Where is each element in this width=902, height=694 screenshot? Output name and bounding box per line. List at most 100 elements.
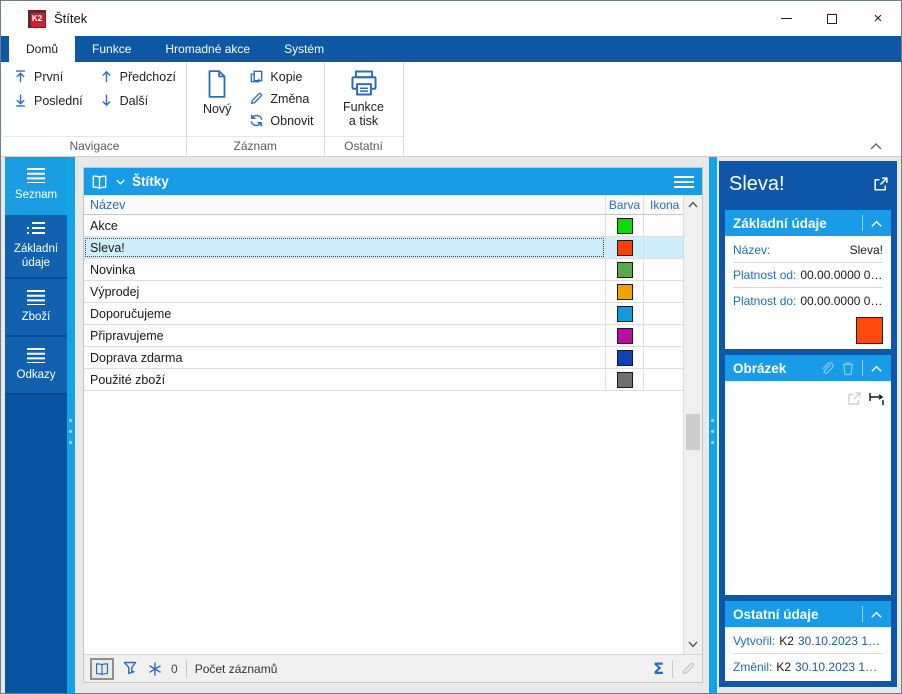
details-panel: Sleva! Základní údaje Název:	[719, 161, 897, 687]
scroll-down-icon	[688, 641, 698, 648]
section-basic-body: Název: Sleva! Platnost od: 00.00.0000 00…	[725, 236, 891, 349]
open-external-icon[interactable]	[872, 176, 889, 193]
scrollbar-thumb[interactable]	[686, 414, 700, 450]
ribbon-group-navigace: První Předchozí Poslední Další	[1, 62, 187, 156]
book-view-button[interactable]	[90, 657, 114, 680]
previous-button[interactable]: Předchozí	[99, 69, 176, 84]
group-label-zaznam: Záznam	[186, 136, 324, 156]
row-color-cell	[605, 303, 643, 324]
sidebar-item[interactable]: Zboží	[5, 278, 67, 337]
new-label: Nový	[202, 102, 232, 116]
print-functions-button[interactable]: Funkce a tisk	[335, 67, 393, 134]
ribbon-tab-bar: Domů Funkce Hromadné akce Systém	[1, 36, 901, 62]
close-button[interactable]: ×	[855, 1, 901, 36]
column-header-nazev[interactable]: Název	[90, 197, 126, 212]
list-status-bar: 0 Počet záznamů Σ	[84, 654, 702, 682]
field-row[interactable]: Platnost od: 00.00.0000 00:0...	[733, 263, 883, 288]
sidebar-tabs: Seznam Základní údaje	[5, 157, 67, 693]
fit-width-icon[interactable]	[868, 391, 885, 407]
field-row[interactable]: Název: Sleva!	[733, 238, 883, 263]
refresh-button[interactable]: Obnovit	[249, 113, 314, 128]
next-button[interactable]: Další	[99, 93, 176, 108]
sidebar: Seznam Základní údaje	[5, 157, 75, 693]
table-row[interactable]: Akce	[84, 215, 683, 237]
column-header-ikona[interactable]: Ikona	[643, 195, 683, 214]
label-color-swatch[interactable]	[856, 316, 883, 344]
ribbon-tab[interactable]: Systém	[267, 36, 341, 62]
main-area: Seznam Základní údaje	[1, 157, 901, 693]
list-menu-button[interactable]	[672, 174, 696, 190]
scrollbar-track[interactable]	[684, 214, 702, 635]
change-label: Změna	[270, 91, 310, 106]
chevron-up-icon[interactable]	[870, 364, 883, 373]
last-button[interactable]: Poslední	[13, 93, 83, 108]
column-header-barva[interactable]: Barva	[605, 195, 643, 214]
color-swatch	[616, 371, 633, 388]
vertical-scrollbar[interactable]	[683, 195, 702, 654]
table-row[interactable]: Připravujeme	[84, 325, 683, 347]
list-icon	[24, 347, 48, 363]
table-row[interactable]: Výprodej	[84, 281, 683, 303]
table-row[interactable]: Doporučujeme	[84, 303, 683, 325]
field-label: Název:	[733, 243, 771, 257]
scroll-up-button[interactable]	[684, 195, 702, 214]
freeze-button[interactable]	[147, 661, 163, 677]
filter-button[interactable]	[122, 660, 139, 677]
open-external-icon[interactable]	[846, 391, 862, 407]
collapse-ribbon-button[interactable]	[869, 142, 883, 151]
table-row[interactable]: Novinka	[84, 259, 683, 281]
group-label-ostatni: Ostatní	[324, 136, 403, 156]
delete-image-button[interactable]	[841, 361, 855, 376]
first-label: První	[34, 69, 64, 84]
copy-button[interactable]: Kopie	[249, 69, 313, 84]
row-color-cell	[605, 347, 643, 368]
field-row[interactable]: Změnil: K2 30.10.2023 14:45...	[733, 654, 883, 679]
color-swatch	[616, 349, 633, 366]
color-swatch	[616, 239, 633, 256]
sidebar-item[interactable]: Odkazy	[5, 336, 67, 395]
sidebar-splitter[interactable]	[67, 157, 75, 693]
field-row[interactable]: Platnost do: 00.00.0000 00:0...	[733, 288, 883, 313]
section-image-header[interactable]: Obrázek	[725, 355, 891, 381]
minimize-button[interactable]	[763, 1, 809, 36]
section-other-header[interactable]: Ostatní údaje	[725, 601, 891, 627]
field-value: 00.00.0000 00:0...	[800, 268, 883, 282]
sum-button[interactable]: Σ	[653, 659, 664, 678]
section-image-title: Obrázek	[733, 360, 787, 376]
change-button[interactable]: Změna	[249, 91, 313, 106]
table-row[interactable]: Doprava zdarma	[84, 347, 683, 369]
table-row[interactable]: Použité zboží	[84, 369, 683, 391]
edit-icon	[682, 662, 695, 675]
chevron-up-icon[interactable]	[870, 219, 883, 228]
section-basic-header[interactable]: Základní údaje	[725, 210, 891, 236]
separator	[185, 659, 187, 678]
details-splitter[interactable]	[709, 157, 717, 693]
first-button[interactable]: První	[13, 69, 83, 84]
chevron-down-icon[interactable]	[115, 178, 126, 186]
separator	[862, 360, 863, 376]
ribbon-tab[interactable]: Domů	[9, 36, 76, 62]
scroll-down-button[interactable]	[684, 635, 702, 654]
new-button[interactable]: Nový	[197, 67, 237, 134]
field-row[interactable]: Vytvořil: K2 30.10.2023 14:4...	[733, 629, 883, 654]
ribbon-tab[interactable]: Funkce	[75, 36, 148, 62]
sidebar-item-label: Zboží	[21, 310, 51, 323]
table-empty-area	[84, 391, 683, 654]
window-title: Štítek	[54, 11, 88, 26]
book-icon	[95, 662, 109, 675]
separator	[672, 659, 673, 678]
sidebar-item[interactable]: Základní údaje	[5, 215, 67, 279]
window-controls: ×	[763, 1, 901, 36]
ribbon-tab[interactable]: Hromadné akce	[148, 36, 267, 62]
section-image: Obrázek	[725, 355, 891, 595]
row-icon-cell	[643, 259, 683, 280]
maximize-button[interactable]	[809, 1, 855, 36]
k2-logo-icon: K2	[28, 9, 46, 28]
refresh-label: Obnovit	[270, 113, 314, 128]
new-document-icon	[208, 70, 226, 98]
sidebar-item[interactable]: Seznam	[5, 157, 67, 215]
section-basic-title: Základní údaje	[733, 215, 827, 231]
table-row[interactable]: Sleva!	[84, 237, 683, 259]
attach-image-button[interactable]	[819, 361, 834, 376]
chevron-up-icon[interactable]	[870, 610, 883, 619]
